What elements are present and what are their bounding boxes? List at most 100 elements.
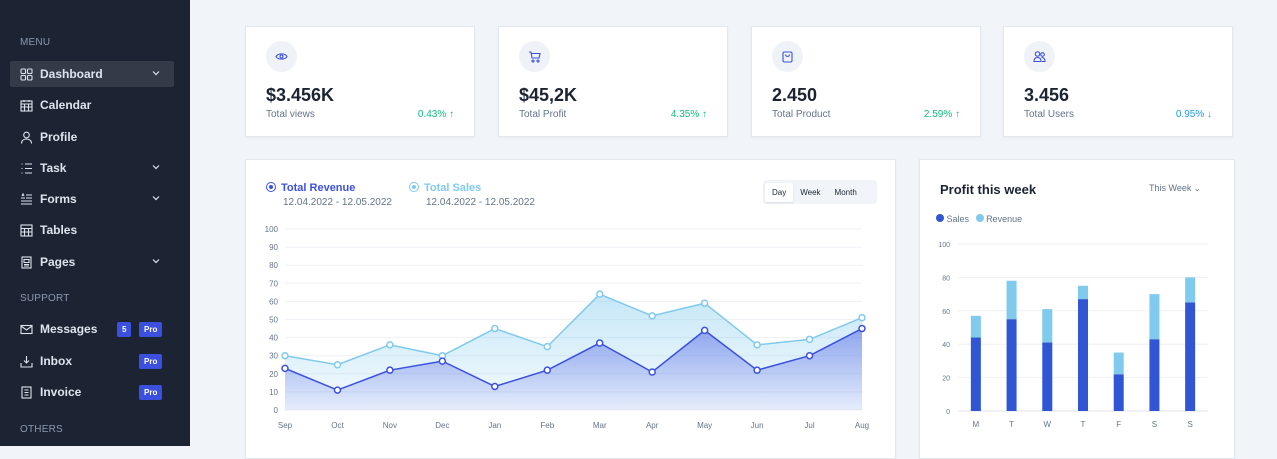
bar-revenue [1006, 280, 1017, 320]
sidebar-item-label: Invoice [40, 385, 82, 399]
eye-icon [266, 41, 297, 72]
sidebar-item-label: Dashboard [40, 67, 103, 81]
x-tick-label: M [973, 420, 980, 429]
y-tick-label: 60 [269, 297, 278, 306]
sidebar-item-profile[interactable]: Profile [10, 124, 174, 150]
bar-sales [970, 337, 981, 411]
data-point [333, 386, 342, 394]
data-point [753, 341, 761, 349]
sidebar-item-pages[interactable]: Pages [10, 249, 174, 275]
sidebar-item-label: Task [40, 161, 67, 175]
data-point [805, 335, 814, 344]
revenue-chart-card: Total Revenue 12.04.2022 - 12.05.2022 Tot… [245, 159, 896, 459]
stat-change: 2.59% ↑ [923, 109, 960, 120]
x-tick-label: Jul [804, 421, 814, 430]
data-point [700, 299, 709, 307]
period-week-button[interactable]: Week [800, 187, 821, 197]
sidebar-item-label: Inbox [40, 354, 72, 368]
data-point [648, 368, 656, 376]
x-tick-label: May [697, 421, 712, 430]
period-day-button[interactable]: Day [765, 182, 794, 202]
legend-date: 12.04.2022 - 12.05.2022 [283, 197, 392, 208]
filter-value: This Week [1149, 183, 1192, 193]
form-icon [20, 192, 33, 206]
x-tick-label: Feb [540, 421, 554, 430]
bar-revenue [1113, 352, 1124, 375]
mail-icon [20, 323, 33, 336]
sidebar-item-calendar[interactable]: Calendar [10, 92, 174, 118]
y-tick-label: 40 [942, 342, 950, 349]
sidebar-item-label: Calendar [40, 98, 92, 112]
x-tick-label: S [1152, 420, 1157, 429]
data-point [491, 382, 499, 391]
stat-card: 2.450 Total Product 2.59% ↑ [751, 26, 981, 137]
stat-card: $3.456K Total views 0.43% ↑ [245, 26, 475, 137]
sidebar-item-task[interactable]: Task [10, 155, 174, 181]
section-others: OTHERS [20, 424, 63, 435]
y-tick-label: 10 [269, 388, 278, 397]
period-month-button[interactable]: Month [834, 187, 857, 197]
data-point [333, 361, 342, 369]
y-tick-label: 60 [942, 309, 950, 316]
count-badge: 5 [117, 322, 132, 337]
sidebar-item-messages[interactable]: Messages 5 Pro [10, 316, 174, 342]
stat-value: 2.450 [772, 85, 818, 105]
x-tick-label: Oct [331, 421, 344, 430]
bar-sales [1042, 342, 1053, 411]
x-tick-label: F [1116, 420, 1121, 429]
sidebar-item-dashboard[interactable]: Dashboard [10, 61, 174, 87]
bar-sales [1078, 299, 1088, 411]
sidebar: MENU Dashboard Calendar Profile Task Forms Ta… [0, 0, 190, 446]
stat-card: $45,2K Total Profit 4.35% ↑ [498, 26, 728, 137]
bar-revenue [1149, 294, 1160, 340]
pro-badge: Pro [139, 322, 163, 337]
cart-icon [519, 41, 550, 72]
y-tick-label: 0 [946, 409, 950, 416]
chevron-down-icon: ⌄ [1193, 184, 1201, 193]
stat-change: 4.35% ↑ [670, 109, 707, 120]
y-tick-label: 100 [265, 225, 279, 234]
bar-revenue [1185, 277, 1196, 303]
calendar-icon [20, 99, 33, 112]
stat-label: Total Product [772, 109, 831, 120]
x-tick-label: Mar [593, 421, 607, 430]
x-tick-label: Aug [855, 421, 869, 430]
bar-revenue [970, 315, 981, 338]
sidebar-item-tables[interactable]: Tables [10, 217, 174, 243]
week-filter-select[interactable]: This Week ⌄ [1149, 183, 1201, 193]
legend-date: 12.04.2022 - 12.05.2022 [426, 197, 535, 208]
stat-change: 0.95% ↓ [1175, 109, 1212, 120]
data-point [595, 290, 604, 298]
x-tick-label: Dec [435, 421, 449, 430]
grid-icon [20, 67, 33, 81]
period-toggle: Day Week Month [763, 180, 877, 204]
stat-value: $3.456K [266, 85, 335, 105]
stat-card: 3.456 Total Users 0.95% ↓ [1003, 26, 1233, 137]
y-tick-label: 40 [269, 334, 278, 343]
area-chart: 0 10 20 30 40 50 60 70 80 90 100 Sep Oct Nov Dec Jan Feb… [265, 225, 869, 430]
sidebar-item-label: Forms [40, 192, 77, 206]
data-point [858, 324, 866, 333]
series-line-0 [284, 327, 863, 391]
sidebar-item-inbox[interactable]: Inbox Pro [10, 348, 174, 374]
legend-dot-icon [975, 214, 984, 222]
bar-sales [1185, 302, 1196, 411]
pro-badge: Pro [139, 385, 163, 400]
sidebar-item-forms[interactable]: Forms [10, 186, 174, 212]
y-tick-label: 80 [269, 261, 278, 270]
sidebar-item-invoice[interactable]: Invoice Pro [10, 379, 174, 405]
y-tick-label: 100 [938, 242, 950, 249]
x-tick-label: Jan [488, 421, 501, 430]
y-tick-label: 30 [269, 352, 278, 361]
data-point [648, 312, 656, 320]
sidebar-item-label: Profile [40, 130, 78, 144]
table-icon [20, 223, 33, 237]
legend-total-sales: Total Sales 12.04.2022 - 12.05.2022 [409, 182, 535, 208]
section-support: SUPPORT [20, 293, 70, 304]
data-point [281, 351, 289, 360]
bar-revenue [1078, 285, 1088, 300]
stat-label: Total views [266, 109, 315, 120]
data-point [281, 364, 289, 373]
list-icon [20, 162, 33, 175]
legend-label: Total Sales [424, 182, 482, 194]
